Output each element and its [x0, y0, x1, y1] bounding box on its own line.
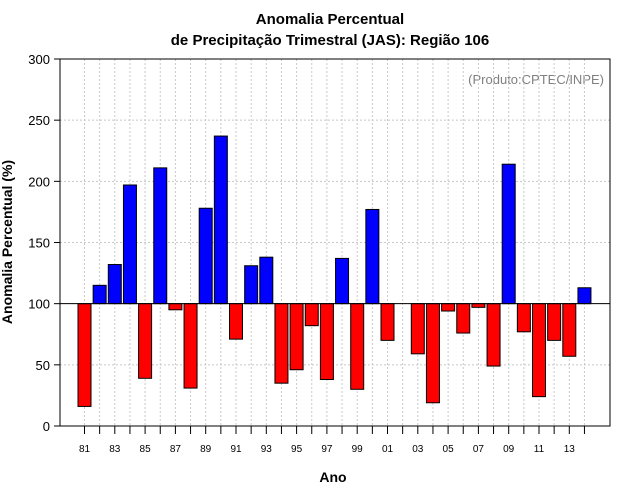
- bar-96: [304, 303, 319, 327]
- bar-91: [229, 303, 243, 340]
- bar-93: [259, 256, 274, 305]
- x-tick-label: 85: [140, 444, 152, 455]
- x-tick-label: 03: [412, 444, 424, 455]
- bar-04: [425, 303, 440, 404]
- bar-85: [138, 303, 153, 379]
- y-tick-label: 100: [28, 297, 50, 312]
- x-tick-label: 99: [352, 444, 364, 455]
- bar-84: [122, 184, 137, 305]
- bar-06: [456, 303, 471, 334]
- bar-87: [168, 303, 183, 311]
- bar-08: [486, 303, 501, 367]
- x-tick-label: 93: [261, 444, 273, 455]
- bar-00: [365, 208, 380, 305]
- chart-title: Anomalia Percentual: [256, 11, 404, 28]
- bar-83: [107, 264, 122, 305]
- y-tick-label: 250: [28, 113, 50, 128]
- bar-03: [410, 303, 425, 355]
- x-tick-label: 11: [534, 444, 545, 455]
- bar-11: [532, 303, 546, 398]
- bar-89: [198, 207, 213, 305]
- y-axis-label: Anomalia Percentual (%): [0, 160, 15, 324]
- y-tick-label: 50: [36, 358, 50, 373]
- x-tick-label: 81: [79, 444, 91, 455]
- bar-10: [516, 303, 531, 333]
- bar-12: [547, 303, 562, 341]
- bar-98: [335, 257, 350, 305]
- x-tick-label: 89: [200, 444, 212, 455]
- bar-94: [274, 303, 289, 384]
- y-tick-label: 150: [28, 236, 50, 251]
- x-tick-label: 01: [382, 444, 394, 455]
- x-tick-label: 83: [109, 444, 121, 455]
- bar-90: [213, 135, 228, 305]
- bar-86: [153, 167, 168, 305]
- x-axis-label: Ano: [319, 469, 346, 485]
- bar-97: [319, 303, 334, 381]
- bar-88: [183, 303, 198, 389]
- bar-05: [441, 303, 456, 312]
- chart-subtitle: de Precipitação Trimestral (JAS): Região…: [171, 32, 489, 49]
- x-tick-label: 97: [321, 444, 333, 455]
- x-tick-label: 91: [230, 444, 242, 455]
- x-tick-label: 95: [291, 444, 303, 455]
- bar-01: [380, 303, 395, 341]
- bar-14: [577, 287, 592, 305]
- bar-92: [244, 265, 259, 305]
- x-tick-label: 09: [503, 444, 515, 455]
- x-tick-label: 87: [170, 444, 182, 455]
- bar-13: [562, 303, 577, 357]
- y-tick-label: 200: [28, 174, 50, 189]
- x-tick-label: 13: [564, 444, 576, 455]
- y-tick-label: 300: [28, 52, 50, 67]
- bar-09: [501, 163, 516, 305]
- source-annotation: (Produto:CPTEC/INPE): [468, 72, 604, 87]
- bar-81: [77, 303, 92, 407]
- bars: [77, 135, 592, 407]
- x-tick-label: 07: [473, 444, 485, 455]
- bar-99: [350, 303, 365, 390]
- bar-07: [471, 303, 486, 308]
- bar-82: [92, 284, 107, 305]
- y-tick-label: 0: [43, 419, 50, 434]
- bar-95: [289, 303, 304, 371]
- x-tick-label: 05: [443, 444, 455, 455]
